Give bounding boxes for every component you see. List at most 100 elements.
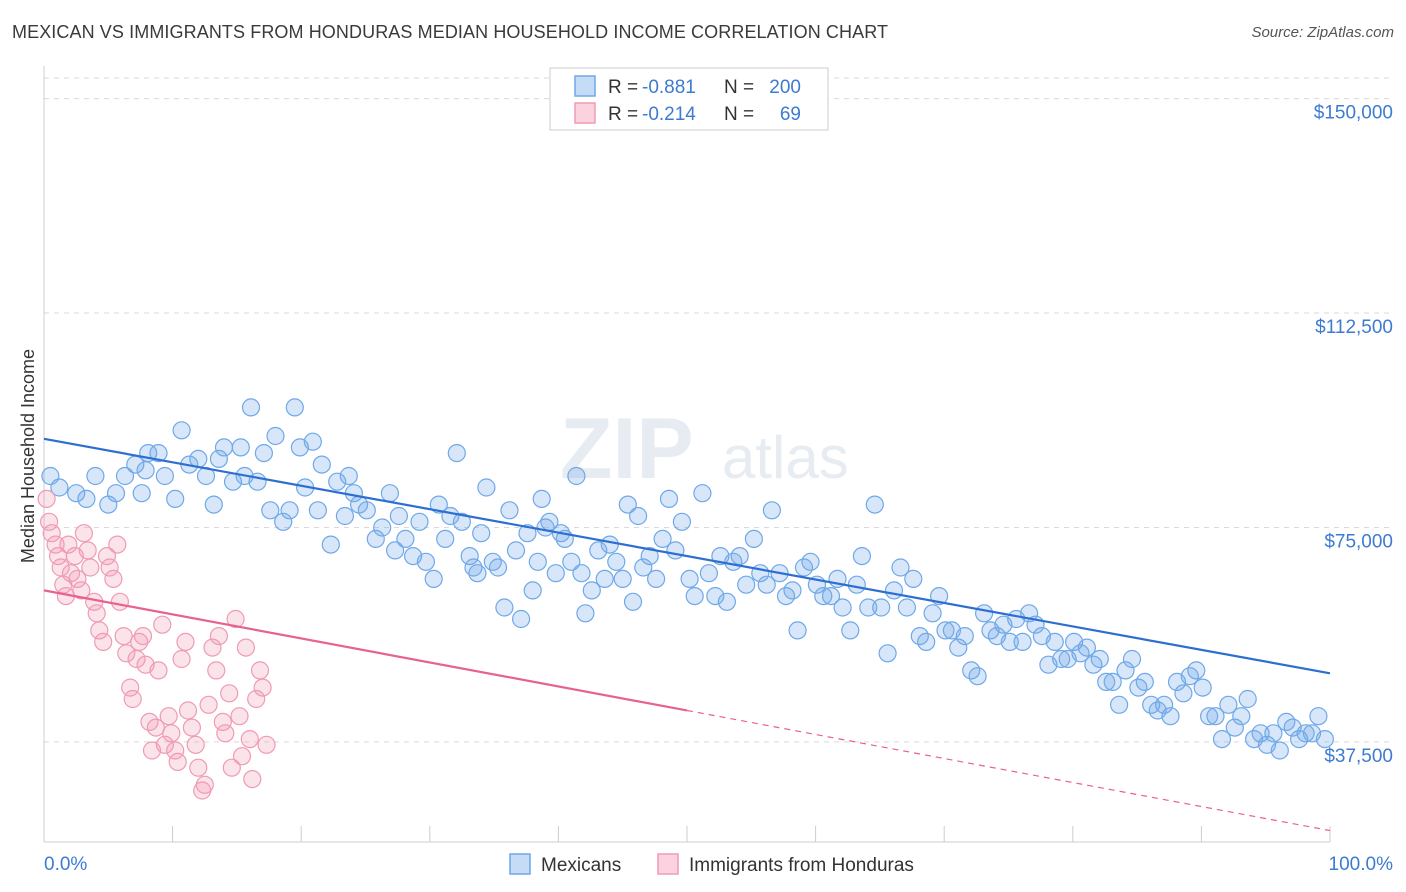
scatter-point bbox=[600, 535, 619, 554]
legend-r-label-2: R = bbox=[608, 104, 638, 125]
scatter-point bbox=[222, 758, 241, 777]
scatter-point bbox=[121, 678, 140, 697]
scatter-point bbox=[693, 484, 712, 503]
scatter-point bbox=[1161, 707, 1180, 726]
scatter-point bbox=[213, 712, 232, 732]
scatter-point bbox=[762, 501, 782, 520]
scatter-point bbox=[1238, 689, 1257, 709]
scatter-point bbox=[312, 455, 331, 474]
scatter-point bbox=[974, 604, 994, 623]
scatter-point bbox=[814, 586, 833, 606]
scatter-point bbox=[500, 501, 519, 520]
scatter-point bbox=[416, 552, 435, 571]
scatter-point bbox=[389, 506, 408, 526]
scatter-point bbox=[254, 444, 273, 463]
scatter-point bbox=[917, 632, 936, 652]
scatter-point bbox=[168, 752, 187, 772]
scatter-point bbox=[672, 512, 692, 531]
bottom-legend-swatch-honduras bbox=[657, 853, 679, 875]
scatter-point bbox=[595, 569, 614, 589]
scatter-point bbox=[1013, 632, 1032, 652]
scatter-point bbox=[576, 604, 595, 623]
scatter-point bbox=[646, 569, 666, 589]
scatter-point bbox=[199, 695, 218, 714]
scatter-point bbox=[274, 512, 293, 531]
scatter-point bbox=[1251, 724, 1270, 743]
legend-r-value-1: -0.881 bbox=[642, 77, 696, 98]
scatter-point bbox=[572, 564, 591, 583]
scatter-point bbox=[1090, 649, 1109, 669]
scatter-point bbox=[250, 661, 270, 680]
scatter-point bbox=[1052, 649, 1071, 669]
scatter-point bbox=[460, 546, 479, 566]
scatter-point bbox=[468, 564, 487, 583]
scatter-point bbox=[166, 741, 185, 760]
scatter-point bbox=[757, 575, 776, 594]
scatter-point bbox=[132, 484, 151, 503]
y-axis-label: Median Household Income bbox=[18, 349, 38, 563]
scatter-point bbox=[685, 586, 704, 606]
scatter-point bbox=[189, 758, 208, 777]
scatter-point bbox=[108, 535, 127, 554]
scatter-point bbox=[266, 426, 285, 446]
scatter-point bbox=[220, 684, 239, 703]
scatter-point bbox=[366, 529, 385, 549]
scatter-point bbox=[285, 398, 304, 417]
scatter-point bbox=[81, 558, 100, 577]
y-tick-label: $37,500 bbox=[1324, 746, 1393, 767]
scatter-point bbox=[321, 535, 340, 554]
scatter-point bbox=[410, 512, 429, 531]
x-tick-label-end: 100.0% bbox=[1329, 854, 1394, 875]
scatter-point bbox=[1077, 638, 1097, 657]
scatter-point bbox=[833, 598, 852, 617]
scatter-point bbox=[634, 558, 653, 577]
scatter-point bbox=[1097, 672, 1116, 692]
scatter-point bbox=[230, 707, 249, 726]
scatter-point bbox=[339, 466, 358, 486]
scatter-point bbox=[257, 735, 276, 754]
scatter-point bbox=[477, 478, 496, 497]
scatter-point bbox=[488, 558, 508, 577]
scatter-point bbox=[236, 638, 255, 657]
scatter-point bbox=[204, 495, 223, 514]
scatter-point bbox=[607, 552, 626, 571]
scatter-point bbox=[699, 564, 719, 583]
scatter-point bbox=[186, 735, 205, 754]
scatter-point bbox=[852, 546, 872, 566]
legend-bottom: Mexicans Immigrants from Honduras bbox=[509, 853, 914, 876]
scatter-point bbox=[216, 724, 235, 743]
scatter-point bbox=[1103, 672, 1122, 692]
scatter-point bbox=[452, 512, 471, 531]
scatter-point bbox=[68, 569, 87, 589]
scatter-point bbox=[1270, 741, 1289, 760]
scatter-point bbox=[613, 569, 632, 589]
legend-n-label-1: N = bbox=[724, 77, 754, 98]
scatter-point bbox=[872, 598, 891, 617]
scatter-point bbox=[155, 466, 174, 486]
scatter-point bbox=[133, 626, 153, 646]
scatter-point bbox=[240, 729, 259, 749]
y-tick-label: $112,500 bbox=[1315, 317, 1393, 338]
scatter-point bbox=[923, 604, 942, 623]
legend-swatch-mexicans bbox=[574, 75, 596, 97]
scatter-point bbox=[74, 524, 94, 543]
scatter-point bbox=[178, 701, 198, 720]
scatter-point bbox=[110, 592, 130, 611]
scatter-point bbox=[436, 529, 455, 549]
scatter-point bbox=[1135, 672, 1154, 692]
scatter-point bbox=[429, 495, 448, 514]
scatter-point bbox=[226, 609, 245, 629]
scatter-point bbox=[1193, 678, 1212, 697]
scatter-point bbox=[149, 661, 168, 680]
scatter-point bbox=[172, 421, 191, 440]
legend-n-label-2: N = bbox=[724, 104, 754, 125]
scatter-point bbox=[659, 489, 679, 508]
watermark-zip: ZIP bbox=[560, 401, 694, 497]
scatter-point bbox=[968, 667, 987, 686]
scatter-point bbox=[136, 461, 155, 480]
scatter-point bbox=[214, 438, 234, 457]
scatter-point bbox=[506, 541, 526, 560]
scatter-point bbox=[232, 747, 252, 766]
scatter-point bbox=[357, 501, 376, 520]
scatter-point bbox=[511, 609, 531, 629]
